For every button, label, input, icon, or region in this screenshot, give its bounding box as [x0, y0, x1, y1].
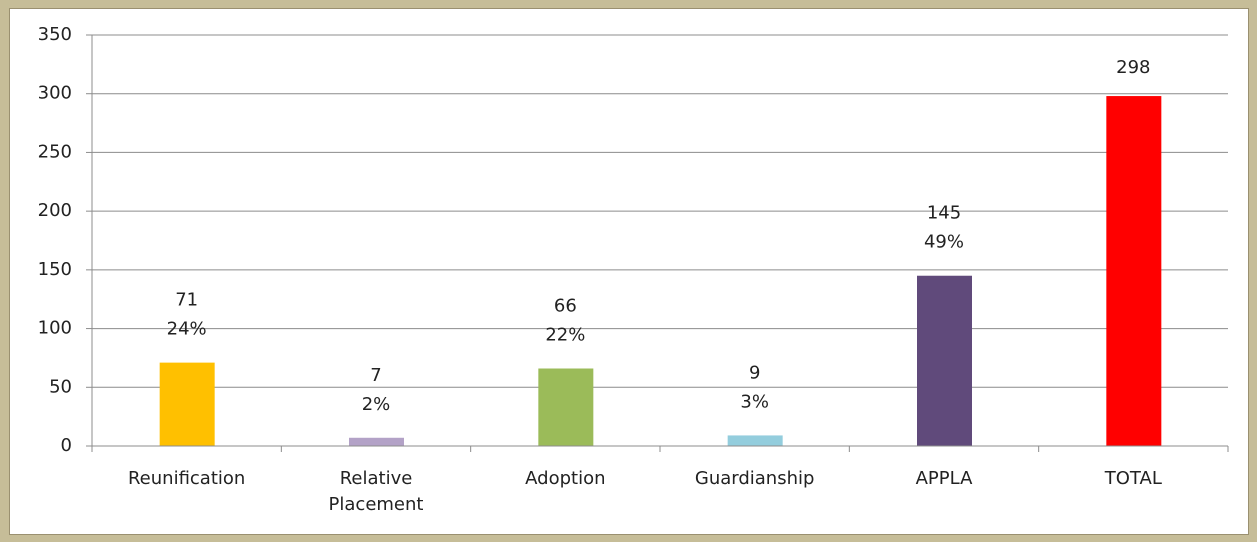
bar	[349, 437, 404, 446]
data-label: 7	[370, 365, 381, 386]
data-label: 66	[554, 295, 577, 316]
chart-area	[9, 8, 1249, 535]
data-label: 298	[1116, 57, 1150, 78]
x-tick-label: Adoption	[525, 468, 606, 489]
bar	[159, 362, 215, 446]
x-tick-label: Reunification	[127, 468, 246, 489]
y-tick-label: 200	[38, 200, 72, 221]
percent-label: 22%	[545, 324, 585, 345]
x-tick-label: TOTAL	[1104, 468, 1162, 489]
y-tick-label: 100	[38, 318, 72, 339]
y-tick-label: 50	[49, 376, 72, 397]
x-tick-label: APPLA	[915, 468, 973, 489]
y-tick-label: 250	[38, 141, 72, 162]
y-tick-label: 150	[38, 259, 72, 280]
x-tick-label: Guardianship	[694, 468, 815, 489]
data-label: 71	[175, 290, 198, 311]
data-label: 145	[927, 203, 961, 224]
y-tick-label: 0	[61, 435, 72, 456]
percent-label: 24%	[167, 319, 207, 340]
bar	[917, 275, 972, 446]
x-tick-label: Relative Placement	[328, 468, 424, 515]
y-tick-label: 350	[38, 24, 72, 45]
bar	[1106, 96, 1162, 446]
bar	[727, 435, 783, 446]
bar	[538, 368, 594, 446]
y-tick-label: 300	[38, 83, 72, 104]
percent-label: 2%	[362, 394, 391, 415]
data-label: 9	[749, 362, 760, 383]
percent-label: 3%	[740, 391, 769, 412]
percent-label: 49%	[924, 232, 964, 253]
